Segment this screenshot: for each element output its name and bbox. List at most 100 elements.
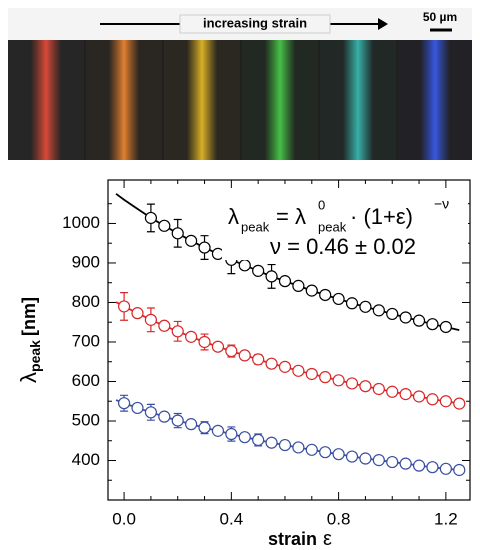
data-point (117, 397, 131, 410)
data-point (399, 388, 412, 401)
exponent-value: ν = 0.46 ± 0.02 (270, 234, 416, 259)
data-point (131, 401, 144, 415)
data-point (158, 319, 171, 332)
data-point (238, 431, 251, 444)
data-point (372, 304, 385, 317)
y-tick-label: 600 (72, 371, 100, 390)
data-point (211, 340, 225, 353)
data-point (439, 320, 452, 334)
equation-part: λ (228, 204, 239, 229)
data-point (211, 247, 225, 260)
data-point (426, 461, 439, 474)
data-point (225, 344, 238, 358)
data-point (252, 264, 265, 277)
x-tick-label: 0.0 (112, 509, 136, 528)
equation-part: · (1+ε) (350, 204, 413, 229)
arrow-label: increasing strain (203, 15, 307, 30)
data-point (238, 259, 251, 272)
data-point (265, 436, 278, 449)
data-point (426, 318, 439, 331)
data-point (265, 357, 278, 370)
equation-part: peak (318, 219, 347, 234)
data-point (439, 462, 452, 475)
data-point (278, 438, 292, 452)
data-point (439, 395, 452, 408)
data-point (185, 330, 198, 343)
data-point (171, 325, 184, 338)
data-point (144, 211, 158, 225)
data-point (345, 377, 359, 390)
data-point (278, 360, 292, 373)
data-point (345, 450, 359, 463)
data-point (252, 353, 265, 366)
data-point (426, 393, 439, 406)
label-box (179, 14, 331, 34)
data-point (158, 219, 171, 232)
data-point (332, 292, 345, 306)
data-point (117, 300, 131, 313)
data-point (185, 234, 198, 247)
data-point (332, 374, 345, 387)
data-point (332, 448, 345, 461)
data-point (399, 311, 412, 324)
micrograph-strip: increasing strain 50 µm (8, 8, 472, 160)
data-point (292, 441, 305, 454)
data-point (359, 452, 372, 465)
equation-part: = λ (276, 204, 306, 229)
data-point (211, 424, 225, 437)
data-point (386, 455, 399, 469)
x-tick-label: 0.8 (327, 509, 351, 528)
data-point (144, 406, 158, 419)
data-point (171, 227, 184, 240)
data-point (252, 433, 265, 447)
data-point (292, 279, 305, 292)
plot-frame (107, 179, 471, 501)
micrographs (8, 40, 472, 160)
data-point (305, 284, 318, 297)
data-point (265, 270, 278, 283)
data-point (305, 443, 318, 456)
data-point (238, 349, 251, 362)
x-tick-label: 1.2 (434, 509, 458, 528)
data-point (319, 371, 332, 384)
data-point (359, 380, 372, 393)
y-tick-label: 800 (72, 292, 100, 311)
equation: λ peak = λ 0 peak · (1+ε) −ν ν = 0.46 ± … (222, 196, 468, 260)
arrow-head (378, 18, 388, 30)
y-tick-label: 900 (72, 252, 100, 271)
data-point (399, 457, 412, 470)
equation-part: 0 (318, 197, 325, 212)
data-point (412, 459, 426, 472)
y-tick-label: 700 (72, 331, 100, 350)
x-axis-label: strain ε (268, 528, 332, 550)
data-point (305, 367, 318, 381)
data-point (278, 275, 292, 288)
data-point (131, 307, 144, 320)
plot-area (108, 180, 470, 500)
data-point (386, 385, 399, 398)
data-point (319, 288, 332, 302)
scale-bar-label: 50 µm (423, 10, 457, 24)
data-point (359, 300, 372, 313)
data-point (198, 241, 211, 254)
data-point (453, 463, 466, 477)
y-tick-label: 1000 (62, 213, 100, 232)
data-point (412, 390, 426, 403)
data-point (185, 418, 198, 431)
data-point (198, 421, 211, 434)
data-point (292, 364, 305, 377)
data-point (453, 397, 466, 410)
data-point (171, 414, 184, 427)
data-point (198, 335, 211, 349)
data-point (319, 446, 332, 459)
equation-part: peak (241, 219, 270, 234)
y-tick-label: 400 (72, 450, 100, 469)
data-point (372, 382, 385, 396)
data-point (386, 307, 399, 321)
data-point (158, 410, 171, 423)
x-tick-label: 0.4 (220, 509, 244, 528)
data-point (225, 427, 238, 441)
data-point (144, 313, 158, 326)
